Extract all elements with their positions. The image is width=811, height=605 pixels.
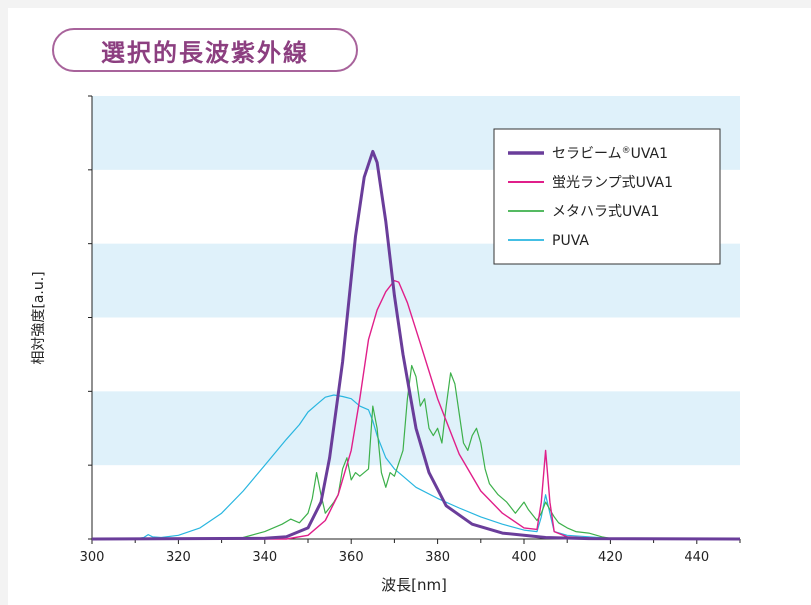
y-axis-label: 相対強度[a.u.] — [31, 271, 47, 365]
x-tick-label: 320 — [166, 550, 191, 565]
x-tick-label: 400 — [512, 550, 537, 565]
chart-title: 選択的長波紫外線 — [52, 28, 358, 72]
legend-label-2: メタハラ式UVA1 — [552, 204, 659, 220]
legend-label-3: PUVA — [552, 233, 589, 249]
series-line-3 — [92, 394, 741, 540]
series-line-1 — [92, 279, 740, 540]
x-tick-label: 420 — [598, 550, 623, 565]
x-axis-label: 波長[nm] — [381, 576, 447, 594]
legend-label-0: セラビーム®UVA1 — [552, 146, 668, 162]
x-tick-label: 440 — [684, 550, 709, 565]
x-tick-label: 300 — [80, 550, 105, 565]
x-tick-label: 380 — [425, 550, 450, 565]
x-tick-label: 340 — [252, 550, 277, 565]
legend-label-1: 蛍光ランプ式UVA1 — [552, 175, 673, 191]
x-tick-label: 360 — [339, 550, 364, 565]
series-line-0 — [91, 149, 741, 541]
